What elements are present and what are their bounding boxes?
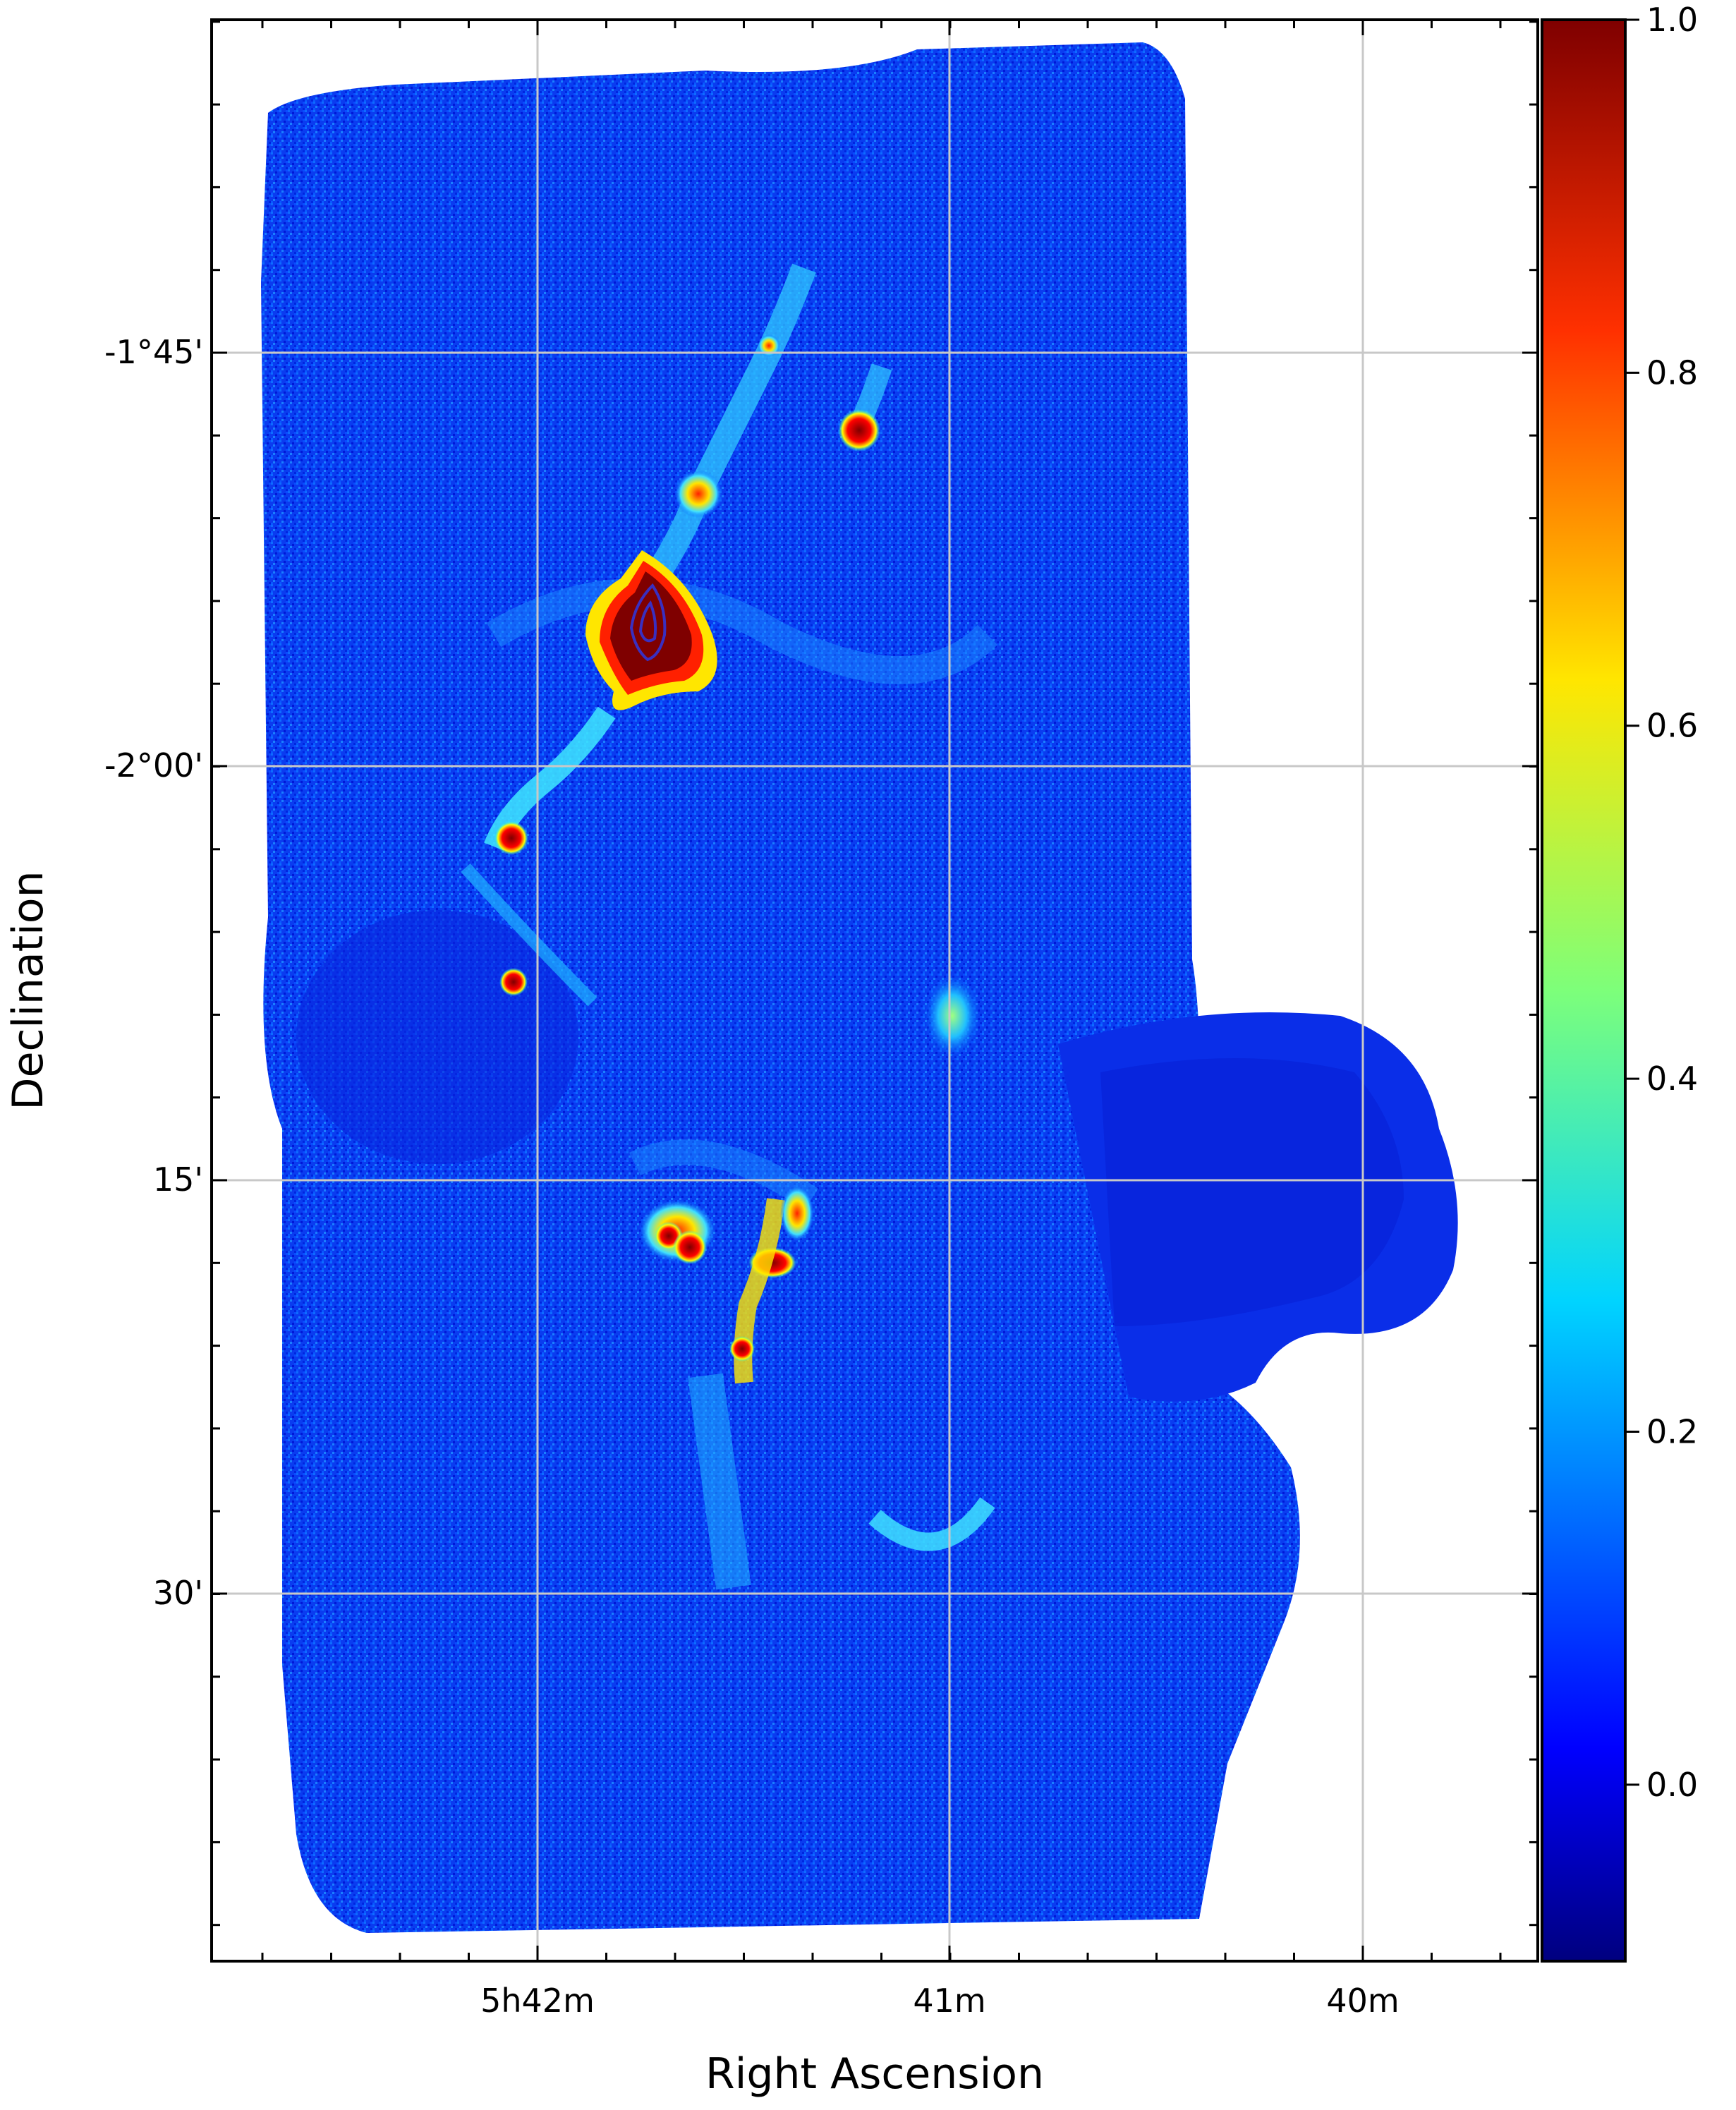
axes-frame <box>210 18 1539 1963</box>
colorbar-tick-label: 0.0 <box>1646 1766 1698 1804</box>
colorbar-tick-label: 0.4 <box>1646 1060 1698 1098</box>
source-knot <box>838 409 880 451</box>
coverage-main <box>261 42 1300 1933</box>
grid <box>212 20 1538 1961</box>
x-tick-label: 5h42m <box>480 1982 595 2020</box>
y-tick-label: 30' <box>153 1574 203 1612</box>
source-knot <box>924 974 981 1058</box>
source-knot <box>758 334 780 357</box>
tick-marks <box>212 20 1538 1961</box>
colorbar-tick-label: 0.2 <box>1646 1412 1698 1450</box>
y-tick-label: 15' <box>153 1160 203 1199</box>
source-knot <box>674 470 722 518</box>
source-knot <box>729 1336 755 1362</box>
y-tick-label: -1°45' <box>104 333 203 371</box>
x-tick-label: 40m <box>1326 1982 1399 2020</box>
y-tick-label: -2°00' <box>104 746 203 784</box>
colorbar-tick-label: 0.6 <box>1646 707 1698 745</box>
x-axis-label: Right Ascension <box>705 2049 1044 2099</box>
colorbar-tick-label: 1.0 <box>1646 1 1698 39</box>
source-knot <box>494 821 528 855</box>
colorbar-tick-label: 0.8 <box>1646 353 1698 392</box>
source-knot <box>673 1230 707 1264</box>
y-axis-label: Declination <box>4 871 53 1110</box>
colorbar <box>1541 18 1627 1963</box>
heatmap-image <box>261 42 1458 1933</box>
colorbar-ticks: 0.0 0.2 0.4 0.6 0.8 1.0 <box>1625 1 1698 1804</box>
source-knot <box>499 968 528 996</box>
x-tick-label: 41m <box>913 1982 985 2020</box>
